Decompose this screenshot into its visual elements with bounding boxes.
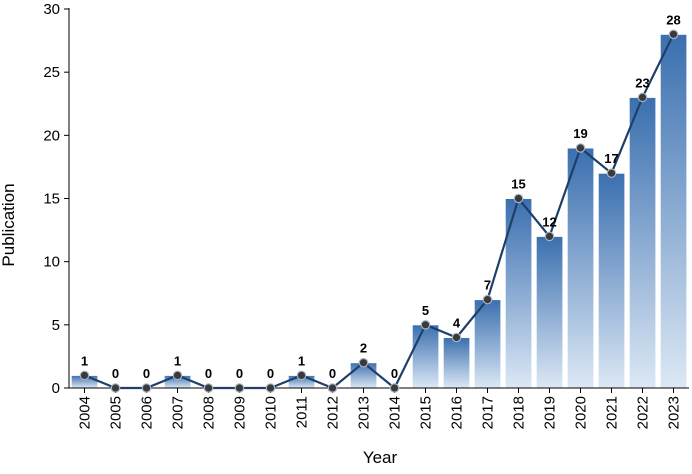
y-tick-label-5: 5 xyxy=(52,317,60,334)
x-tick-label-2008: 2008 xyxy=(201,396,218,429)
point-2008 xyxy=(203,383,214,393)
y-tick-label-15: 15 xyxy=(43,191,60,208)
series-line xyxy=(84,33,675,390)
x-tick-label-2014: 2014 xyxy=(387,396,404,429)
x-tick-label-2007: 2007 xyxy=(170,396,187,429)
bar-2016 xyxy=(442,337,471,389)
bar-2021 xyxy=(597,172,626,389)
point-2004 xyxy=(79,370,90,381)
point-2005 xyxy=(110,383,121,393)
point-2012 xyxy=(327,383,338,393)
x-tick-label-2016: 2016 xyxy=(449,396,466,429)
data-label-2009: 0 xyxy=(236,366,243,381)
bar-2020 xyxy=(566,147,595,389)
data-label-2022: 23 xyxy=(635,75,649,90)
x-tick-label-2021: 2021 xyxy=(604,396,621,429)
data-label-2021: 17 xyxy=(604,151,618,166)
x-tick-label-2010: 2010 xyxy=(263,396,280,429)
data-label-2011: 1 xyxy=(298,353,305,368)
y-tick-label-0: 0 xyxy=(52,380,60,397)
bar-2019 xyxy=(535,235,564,389)
x-tick-label-2009: 2009 xyxy=(232,396,249,429)
point-2018 xyxy=(513,193,524,204)
data-label-2019: 12 xyxy=(542,214,556,229)
x-tick-label-2022: 2022 xyxy=(635,396,652,429)
point-2014 xyxy=(389,383,400,393)
x-tick-label-2015: 2015 xyxy=(418,396,435,429)
y-tick-label-25: 25 xyxy=(43,64,60,81)
point-2020 xyxy=(575,143,586,153)
x-tick-label-2012: 2012 xyxy=(325,396,342,429)
bars-layer xyxy=(70,33,688,389)
data-label-2010: 0 xyxy=(267,366,274,381)
point-2019 xyxy=(544,231,555,242)
data-label-2004: 1 xyxy=(81,353,88,368)
x-tick-label-2013: 2013 xyxy=(356,396,373,429)
point-2023 xyxy=(668,29,679,40)
bar-2015 xyxy=(411,324,440,389)
point-2011 xyxy=(296,370,307,381)
data-label-2020: 19 xyxy=(573,126,587,141)
x-axis-title: Year xyxy=(363,448,398,467)
point-2013 xyxy=(358,357,369,368)
point-2016 xyxy=(451,332,462,343)
point-2021 xyxy=(606,168,617,178)
point-2010 xyxy=(265,383,276,393)
data-label-2013: 2 xyxy=(360,341,367,356)
data-label-2018: 15 xyxy=(511,177,525,192)
data-label-2006: 0 xyxy=(143,366,150,381)
line-layer xyxy=(79,29,679,393)
data-labels-layer: 1 0 0 1 0 0 0 1 0 2 0 5 4 7 15 12 19 17 23 28 xyxy=(81,12,681,381)
point-2022 xyxy=(637,92,648,103)
y-tick-label-30: 30 xyxy=(43,1,60,18)
point-2007 xyxy=(172,370,183,381)
point-2006 xyxy=(141,383,152,393)
x-tick-label-2005: 2005 xyxy=(108,396,125,429)
point-2017 xyxy=(482,294,493,305)
x-tick-label-2017: 2017 xyxy=(480,396,497,429)
x-tick-label-2004: 2004 xyxy=(77,396,94,429)
bar-2023 xyxy=(659,33,688,389)
data-label-2017: 7 xyxy=(484,278,491,293)
bar-2022 xyxy=(628,96,657,389)
data-label-2005: 0 xyxy=(112,366,119,381)
data-label-2016: 4 xyxy=(453,316,461,331)
data-label-2023: 28 xyxy=(666,12,680,27)
data-label-2014: 0 xyxy=(391,366,398,381)
data-label-2007: 1 xyxy=(174,353,181,368)
y-tick-label-20: 20 xyxy=(43,127,60,144)
x-tick-label-2011: 2011 xyxy=(294,396,311,428)
x-tick-label-2006: 2006 xyxy=(139,396,156,429)
x-tick-label-2020: 2020 xyxy=(573,396,590,429)
y-tick-label-10: 10 xyxy=(43,254,60,271)
point-2015 xyxy=(420,319,431,330)
y-axis-title: Publication xyxy=(0,183,18,266)
data-label-2015: 5 xyxy=(422,303,429,318)
x-tick-label-2018: 2018 xyxy=(511,396,528,429)
bar-2017 xyxy=(473,299,502,389)
point-2009 xyxy=(234,383,245,393)
data-label-2008: 0 xyxy=(205,366,212,381)
x-tick-label-2023: 2023 xyxy=(666,396,683,429)
x-tick-label-2019: 2019 xyxy=(542,396,559,429)
data-label-2012: 0 xyxy=(329,366,336,381)
